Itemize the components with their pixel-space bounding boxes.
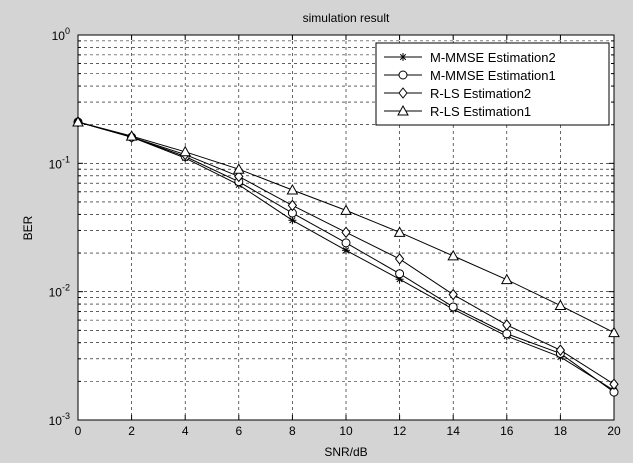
data-point-triangle (286, 183, 299, 195)
data-point-diamond (234, 170, 244, 183)
data-point-diamond (502, 319, 512, 331)
y-tick-label: 100 (52, 26, 70, 43)
x-tick-label: 2 (128, 424, 135, 438)
x-tick-label: 14 (447, 424, 461, 438)
x-tick-label: 4 (182, 424, 189, 438)
x-tick-label: 16 (500, 424, 514, 438)
x-tick-label: 10 (339, 424, 353, 438)
legend-label: R-LS Estimation2 (430, 86, 531, 101)
x-tick-label: 12 (393, 424, 407, 438)
x-tick-label: 6 (235, 424, 242, 438)
series-4 (72, 115, 620, 338)
data-point-circle (341, 238, 351, 248)
data-point-asterisk (342, 246, 350, 255)
chart-title: simulation result (303, 11, 390, 25)
x-axis-label: SNR/dB (324, 445, 367, 459)
data-point-diamond (341, 226, 351, 239)
data-point-circle (448, 302, 458, 312)
data-point-asterisk (288, 216, 297, 225)
series-3 (73, 116, 619, 391)
data-point-diamond (609, 378, 619, 391)
data-point-diamond (287, 199, 298, 212)
y-tick-label: 10-3 (49, 411, 70, 428)
data-point-triangle (125, 130, 138, 141)
data-point-triangle (232, 163, 245, 174)
x-tick-label: 20 (607, 424, 621, 438)
data-point-circle (398, 70, 408, 80)
data-point-triangle (393, 226, 406, 237)
data-point-diamond (398, 87, 408, 99)
y-tick-label: 10-2 (49, 283, 70, 300)
data-point-circle (502, 329, 512, 339)
data-point-diamond (555, 344, 566, 356)
axis-ticks: 0 2 4 6 8 10 12 14 16 18 20 100 10-1 10-2 10-3 (49, 26, 621, 438)
data-point-triangle (554, 299, 567, 311)
data-point-triangle (447, 249, 460, 261)
legend-label: M-MMSE Estimation2 (430, 50, 556, 65)
data-point-circle (395, 269, 405, 279)
data-point-triangle (340, 204, 352, 215)
data-point-diamond (448, 288, 458, 301)
legend: M-MMSE Estimation2 M-MMSE Estimation1 R-LS… (375, 42, 610, 126)
x-tick-label: 18 (554, 424, 568, 438)
y-tick-label: 10-1 (49, 154, 70, 171)
legend-label: M-MMSE Estimation1 (430, 68, 556, 83)
y-axis-label: BER (21, 215, 35, 240)
series-layer (72, 115, 620, 397)
data-point-triangle (72, 115, 84, 127)
legend-label: R-LS Estimation1 (430, 104, 531, 119)
data-point-triangle (179, 145, 192, 157)
data-point-triangle (608, 326, 620, 338)
x-tick-label: 8 (289, 424, 296, 438)
x-tick-label: 0 (75, 424, 82, 438)
data-point-triangle (500, 273, 513, 285)
data-point-asterisk (399, 53, 407, 61)
data-point-triangle (397, 104, 409, 116)
data-point-diamond (394, 253, 405, 265)
